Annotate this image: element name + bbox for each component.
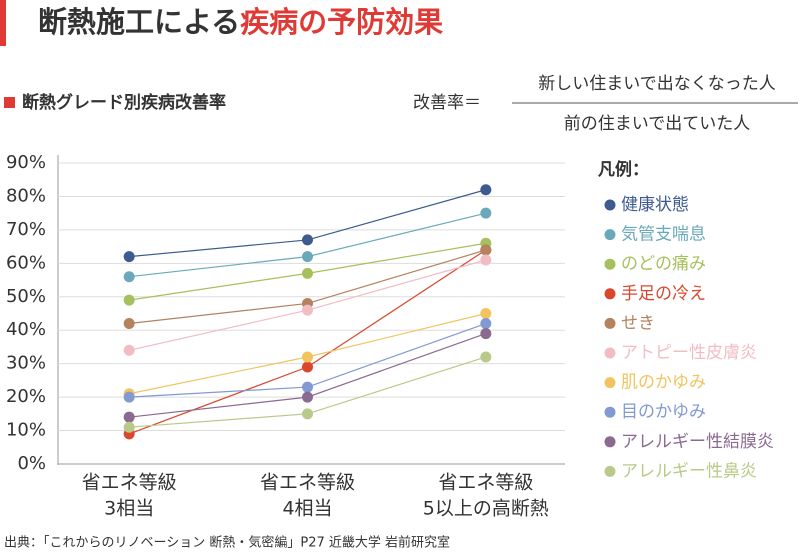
data-point xyxy=(302,408,313,420)
legend-label: 手足の冷え xyxy=(621,284,706,304)
y-tick-label: 10% xyxy=(6,420,46,441)
data-point xyxy=(302,351,313,363)
y-tick-label: 20% xyxy=(6,386,46,407)
y-tick-label: 40% xyxy=(6,319,46,340)
data-point xyxy=(480,318,492,330)
formula-label: 改善率＝ xyxy=(413,93,481,113)
x-tick-label: 4相当 xyxy=(282,498,332,520)
data-point xyxy=(480,254,492,266)
legend-marker xyxy=(604,258,616,270)
legend-marker xyxy=(604,317,616,329)
data-point xyxy=(123,318,135,330)
data-point xyxy=(480,184,492,196)
subtitle-marker xyxy=(4,97,15,108)
title-bar xyxy=(0,0,6,46)
legend-marker xyxy=(604,347,616,359)
data-point xyxy=(123,411,135,423)
series-line xyxy=(129,333,487,418)
data-point xyxy=(480,308,492,319)
y-tick-label: 90% xyxy=(6,152,46,173)
legend-title: 凡例： xyxy=(598,159,649,180)
formula-denominator: 前の住まいで出ていた人 xyxy=(564,114,751,134)
source: 出典：「これからのリノベーション 断熱・気密編」P27 近畿大学 岩前研究室 xyxy=(4,535,450,551)
x-tick-label: 省エネ等級 xyxy=(438,472,533,494)
legend-label: 健康状態 xyxy=(621,195,689,215)
series-line xyxy=(129,189,486,258)
data-point xyxy=(480,207,492,219)
title-part: 断熱施工による xyxy=(38,5,240,39)
data-point xyxy=(123,391,135,403)
legend-label: アトピー性皮膚炎 xyxy=(621,343,757,363)
data-point xyxy=(302,381,313,393)
y-tick-label: 70% xyxy=(6,219,46,240)
legend-marker xyxy=(604,199,616,211)
legend-label: せき xyxy=(621,313,655,333)
legend-marker xyxy=(604,229,616,241)
y-tick-label: 60% xyxy=(6,252,46,273)
data-point xyxy=(480,328,492,340)
y-tick-label: 30% xyxy=(6,353,46,374)
data-point xyxy=(302,251,313,263)
subtitle: 断熱グレード別疾病改善率 xyxy=(22,92,226,113)
x-tick-label: 5以上の高断熱 xyxy=(423,498,549,520)
data-point xyxy=(302,267,313,279)
x-tick-label: 3相当 xyxy=(104,498,154,520)
legend-marker xyxy=(604,465,616,477)
y-tick-label: 80% xyxy=(6,185,46,206)
data-point xyxy=(123,294,135,306)
legend-marker xyxy=(604,436,616,448)
x-tick-label: 省エネ等級 xyxy=(260,472,355,494)
data-point xyxy=(302,361,313,373)
data-point xyxy=(480,244,492,256)
legend-label: 気管支喘息 xyxy=(621,225,706,245)
x-tick-label: 省エネ等級 xyxy=(82,472,177,494)
legend-label: のどの痛み xyxy=(621,254,706,274)
data-point xyxy=(123,344,135,356)
data-point xyxy=(302,304,313,316)
data-point xyxy=(123,271,135,283)
formula-numerator: 新しい住まいで出なくなった人 xyxy=(538,74,776,94)
data-point xyxy=(302,234,313,246)
y-tick-label: 50% xyxy=(6,286,46,307)
legend-marker xyxy=(604,288,616,300)
legend-marker xyxy=(604,406,616,418)
data-point xyxy=(302,391,313,403)
legend-label: アレルギー性鼻炎 xyxy=(621,461,757,481)
legend-label: 目のかゆみ xyxy=(621,402,706,422)
title-highlight: 疾病の予防効果 xyxy=(240,5,443,39)
chart-title: 断熱施工による疾病の予防効果 xyxy=(38,5,443,39)
legend-label: アレルギー性結膜炎 xyxy=(621,432,774,452)
data-point xyxy=(480,351,492,363)
legend-marker xyxy=(604,377,616,389)
legend-label: 肌のかゆみ xyxy=(621,373,706,393)
data-point xyxy=(123,251,135,263)
y-tick-label: 0% xyxy=(17,453,46,474)
data-point xyxy=(123,421,135,433)
